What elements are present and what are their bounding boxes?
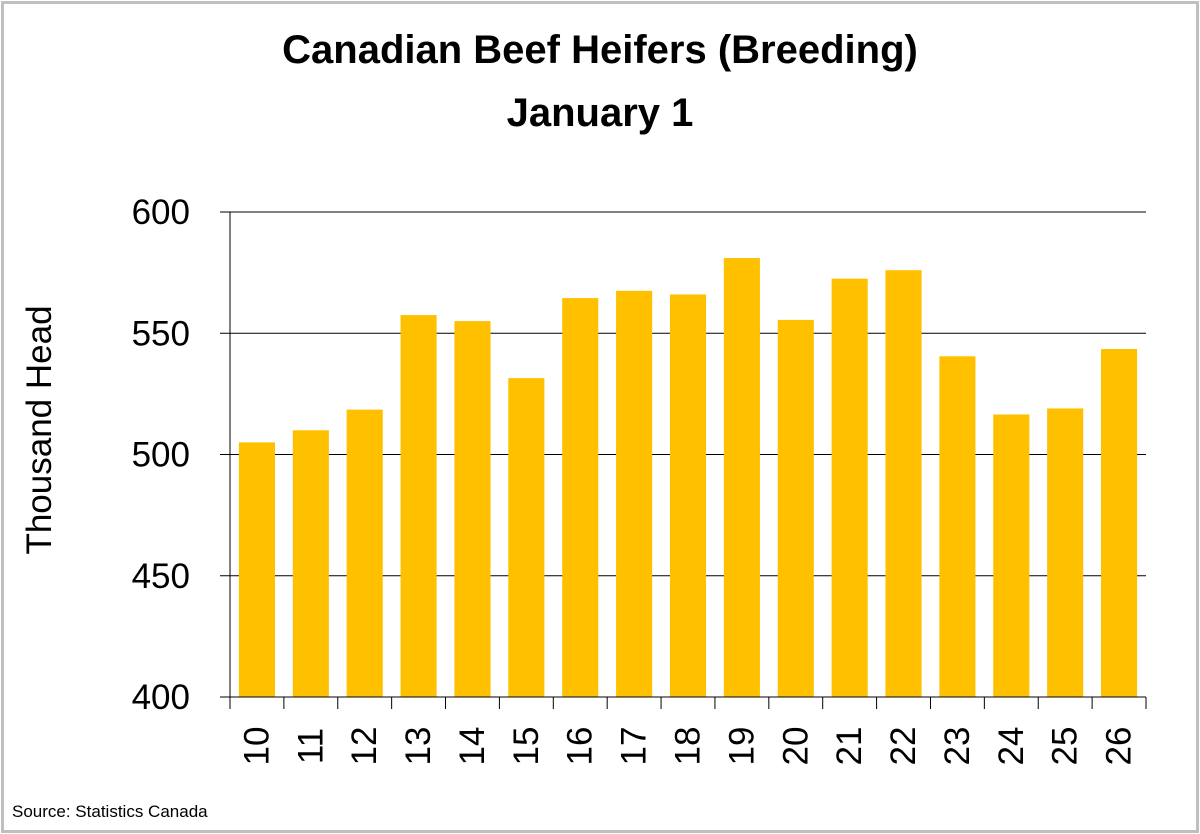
x-tick-label: 21	[830, 727, 869, 766]
y-tick-label: 500	[132, 436, 190, 475]
y-tick-label: 400	[132, 678, 190, 717]
bar	[831, 278, 868, 697]
x-tick-label: 10	[237, 727, 276, 766]
bar	[292, 430, 329, 697]
x-tick-label: 13	[399, 727, 438, 766]
x-tick-label: 26	[1100, 727, 1139, 766]
x-tick-label: 25	[1046, 727, 1085, 766]
chart-subtitle: January 1	[506, 91, 694, 135]
bar	[616, 290, 653, 697]
y-tick-label: 450	[132, 557, 190, 596]
y-tick-label: 550	[132, 314, 190, 353]
bar	[400, 315, 437, 697]
x-tick-label: 19	[722, 727, 761, 766]
bar	[238, 442, 275, 697]
bar	[669, 294, 707, 697]
bar	[562, 298, 599, 697]
source-note: Source: Statistics Canada	[12, 802, 208, 821]
bar	[508, 378, 545, 697]
x-tick-label: 15	[507, 727, 546, 766]
bar	[1101, 349, 1138, 697]
bar	[939, 356, 976, 697]
x-tick-label: 22	[884, 727, 923, 766]
bar	[885, 270, 922, 697]
bar	[346, 409, 383, 697]
x-tick-label: 12	[345, 727, 384, 766]
x-tick-label: 18	[669, 727, 708, 766]
y-tick-label: 600	[132, 193, 190, 232]
x-tick-label: 24	[992, 727, 1031, 766]
bar	[454, 321, 491, 697]
x-tick-label: 20	[776, 727, 815, 766]
bar	[723, 258, 760, 697]
bar	[993, 414, 1030, 697]
x-tick-label: 17	[615, 727, 654, 766]
x-tick-label: 14	[453, 727, 492, 766]
bar	[1047, 408, 1084, 697]
x-tick-label: 23	[938, 727, 977, 766]
x-tick-label: 11	[291, 728, 330, 764]
bar	[777, 319, 814, 697]
chart-title: Canadian Beef Heifers (Breeding)	[282, 28, 918, 72]
x-tick-label: 16	[561, 727, 600, 766]
